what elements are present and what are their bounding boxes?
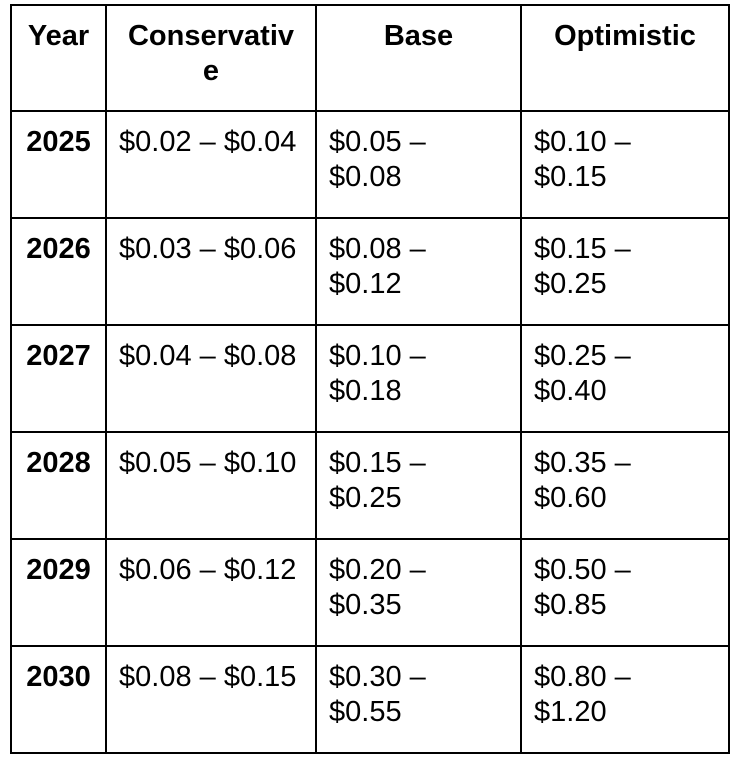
year-cell: 2028 [10,431,107,540]
table-row: 2028 $0.05 – $0.10 $0.15 – $0.25 $0.35 –… [10,431,730,540]
optimistic-cell: $0.25 – $0.40 [520,324,730,433]
conservative-cell: $0.02 – $0.04 [105,110,317,219]
header-optimistic: Optimistic [520,4,730,112]
base-cell: $0.05 – $0.08 [315,110,522,219]
base-cell: $0.08 – $0.12 [315,217,522,326]
conservative-cell: $0.04 – $0.08 [105,324,317,433]
table-row: 2029 $0.06 – $0.12 $0.20 – $0.35 $0.50 –… [10,538,730,647]
base-cell: $0.20 – $0.35 [315,538,522,647]
year-cell: 2025 [10,110,107,219]
base-cell: $0.15 – $0.25 [315,431,522,540]
year-cell: 2029 [10,538,107,647]
year-cell: 2026 [10,217,107,326]
table-row: 2026 $0.03 – $0.06 $0.08 – $0.12 $0.15 –… [10,217,730,326]
header-base: Base [315,4,522,112]
conservative-cell: $0.08 – $0.15 [105,645,317,754]
base-cell: $0.10 – $0.18 [315,324,522,433]
optimistic-cell: $0.80 – $1.20 [520,645,730,754]
conservative-cell: $0.06 – $0.12 [105,538,317,647]
header-conservative: Conservativ e [105,4,317,112]
optimistic-cell: $0.10 – $0.15 [520,110,730,219]
table-row: 2030 $0.08 – $0.15 $0.30 – $0.55 $0.80 –… [10,645,730,754]
table-row: 2025 $0.02 – $0.04 $0.05 – $0.08 $0.10 –… [10,110,730,219]
table-header-row: Year Conservativ e Base Optimistic [10,4,730,112]
optimistic-cell: $0.35 – $0.60 [520,431,730,540]
optimistic-cell: $0.15 – $0.25 [520,217,730,326]
base-cell: $0.30 – $0.55 [315,645,522,754]
conservative-cell: $0.05 – $0.10 [105,431,317,540]
conservative-cell: $0.03 – $0.06 [105,217,317,326]
header-year: Year [10,4,107,112]
year-cell: 2030 [10,645,107,754]
table-row: 2027 $0.04 – $0.08 $0.10 – $0.18 $0.25 –… [10,324,730,433]
price-projection-table: Year Conservativ e Base Optimistic 2025 … [10,4,730,754]
year-cell: 2027 [10,324,107,433]
optimistic-cell: $0.50 – $0.85 [520,538,730,647]
